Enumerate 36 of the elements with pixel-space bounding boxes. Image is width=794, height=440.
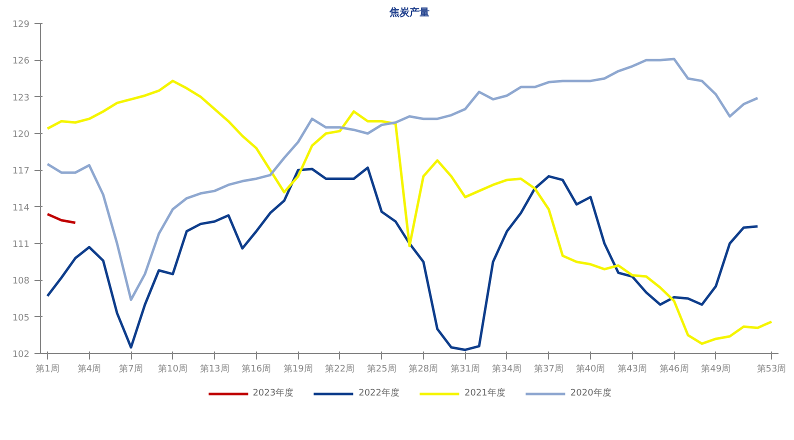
legend-label: 2023年度 (252, 387, 294, 400)
x-tick-label: 第22周 (325, 364, 355, 374)
x-tick-label: 第46周 (659, 364, 689, 374)
x-tick-label: 第13周 (200, 364, 230, 374)
x-tick-label: 第10周 (158, 364, 188, 374)
y-tick-label: 105 (12, 313, 30, 324)
y-tick-label: 129 (12, 20, 30, 30)
y-tick-label: 102 (12, 350, 30, 360)
x-tick-label: 第43周 (618, 364, 648, 374)
x-tick-label: 第40周 (576, 364, 606, 374)
x-tick-label: 第4周 (77, 364, 102, 374)
y-tick-label: 120 (12, 130, 30, 140)
legend-label: 2020年度 (570, 387, 612, 400)
legend-label: 2021年度 (464, 387, 506, 400)
y-tick-label: 126 (12, 56, 30, 67)
legend-label: 2022年度 (358, 387, 400, 400)
y-tick-label: 114 (12, 203, 30, 214)
x-tick-label: 第25周 (366, 364, 396, 374)
x-tick-label: 第1周 (36, 364, 60, 374)
x-tick-label: 第37周 (534, 364, 564, 374)
line-series (46, 166, 759, 352)
x-tick-label: 第49周 (701, 364, 731, 374)
x-tick-label: 第16周 (242, 364, 272, 374)
y-tick-label: 123 (12, 93, 30, 104)
line-series (46, 80, 773, 345)
x-tick-label: 第34周 (492, 364, 522, 374)
x-tick-label: 第7周 (119, 364, 143, 374)
x-tick-label: 第28周 (408, 364, 438, 374)
x-tick-label: 第19周 (283, 364, 313, 374)
line-series (46, 58, 759, 301)
y-tick-label: 111 (12, 240, 30, 250)
x-tick-label: 第53周 (756, 364, 786, 374)
y-tick-label: 108 (12, 276, 30, 287)
chart-title: 焦炭产量 (388, 6, 430, 18)
y-tick-label: 117 (12, 166, 30, 177)
x-tick-label: 第31周 (450, 364, 480, 374)
